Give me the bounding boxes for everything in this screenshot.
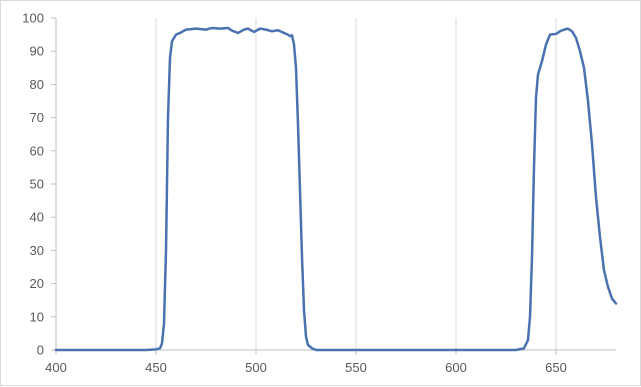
y-tick-label-50: 50 — [30, 177, 44, 192]
gridlines — [155, 18, 557, 350]
y-tick-label-60: 60 — [30, 143, 44, 158]
y-tick-label-80: 80 — [30, 77, 44, 92]
series-layer — [54, 26, 618, 352]
x-tick-label-600: 600 — [445, 360, 467, 375]
y-tick-label-30: 30 — [30, 243, 44, 258]
y-tick-label-70: 70 — [30, 110, 44, 125]
y-tick-label-10: 10 — [30, 309, 44, 324]
series-line-0 — [54, 26, 618, 352]
x-tick-label-650: 650 — [545, 360, 567, 375]
y-tick-label-0: 0 — [37, 343, 44, 358]
tick-labels: 0 10 20 30 40 50 60 70 80 90 100 400 450 500 550 600 650 — [22, 11, 567, 376]
x-tick-label-450: 450 — [145, 360, 167, 375]
x-tick-label-550: 550 — [345, 360, 367, 375]
y-tick-label-40: 40 — [30, 210, 44, 225]
y-tick-label-100: 100 — [22, 11, 44, 26]
x-tick-label-500: 500 — [245, 360, 267, 375]
y-tick-label-20: 20 — [30, 276, 44, 291]
x-tick-label-400: 400 — [45, 360, 67, 375]
y-tick-label-90: 90 — [30, 44, 44, 59]
